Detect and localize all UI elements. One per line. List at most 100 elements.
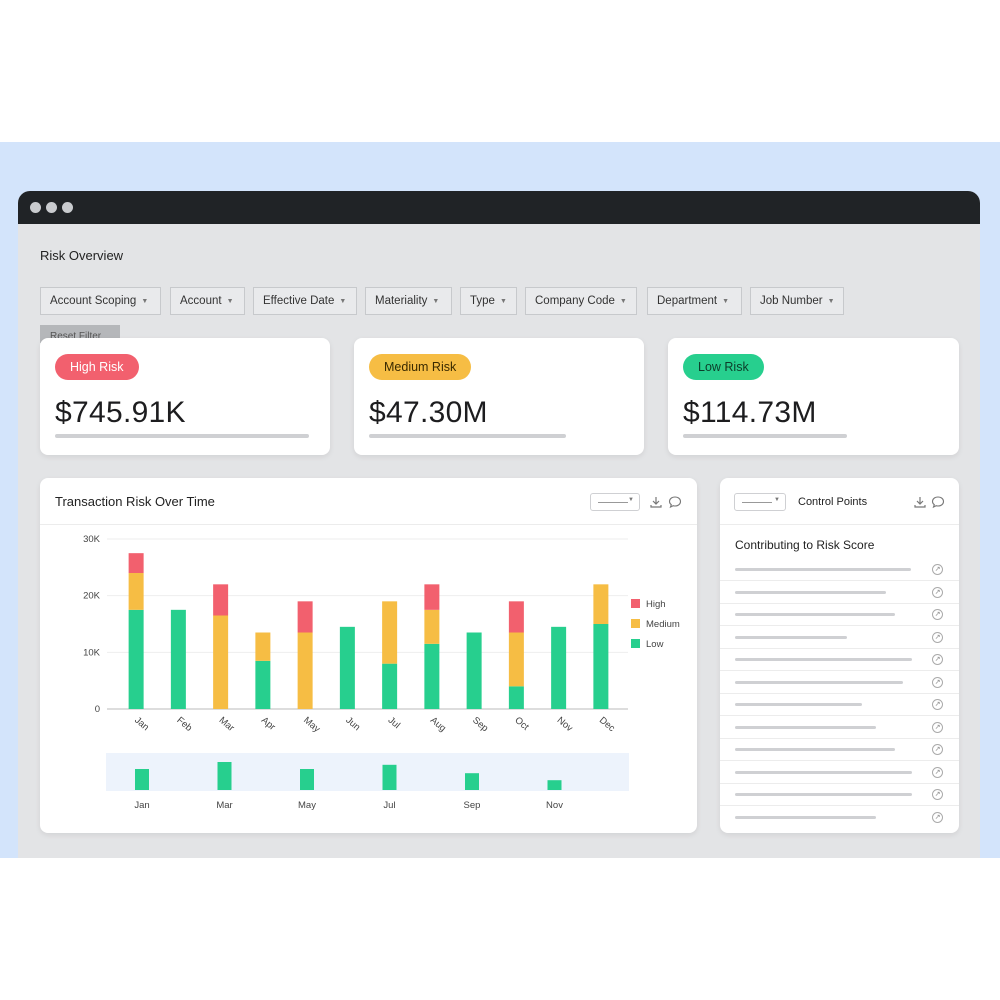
filter-1[interactable]: Account ▼ bbox=[170, 287, 245, 315]
open-link-icon[interactable]: ↗ bbox=[932, 699, 943, 710]
bar-medium-jul[interactable] bbox=[382, 601, 398, 664]
row-divider bbox=[720, 670, 959, 671]
open-link-icon[interactable]: ↗ bbox=[932, 721, 943, 733]
open-link-icon[interactable]: ↗ bbox=[932, 744, 943, 755]
x-tick-label: May bbox=[301, 715, 322, 735]
low-risk-value: $114.73M bbox=[683, 396, 817, 429]
legend-label-medium[interactable]: Medium bbox=[646, 619, 680, 630]
range-navigator[interactable] bbox=[106, 753, 629, 791]
filter-7[interactable]: Job Number ▼ bbox=[750, 287, 844, 315]
open-link-icon[interactable]: ↗ bbox=[932, 654, 943, 665]
open-link-icon[interactable]: ↗ bbox=[932, 766, 943, 778]
filter-label: Type bbox=[470, 295, 495, 307]
open-link-icon[interactable]: ↗ bbox=[932, 564, 943, 575]
x-tick-label: Jan bbox=[132, 715, 151, 733]
low-risk-bar bbox=[683, 434, 847, 438]
bar-low-nov[interactable] bbox=[551, 626, 567, 709]
bar-high-jan[interactable] bbox=[128, 553, 144, 573]
chevron-down-icon: ▼ bbox=[722, 298, 730, 305]
bar-medium-apr[interactable] bbox=[255, 632, 271, 661]
filter-4[interactable]: Type ▼ bbox=[460, 287, 517, 315]
filter-5[interactable]: Company Code ▼ bbox=[525, 287, 637, 315]
control-point-row[interactable] bbox=[735, 658, 912, 661]
x-tick-label: Apr bbox=[259, 715, 277, 733]
bar-medium-jan[interactable] bbox=[128, 573, 144, 610]
row-divider bbox=[720, 602, 959, 604]
navigator-bar-sep bbox=[465, 773, 479, 790]
control-points-subtitle: Contributing to Risk Score bbox=[735, 538, 875, 552]
open-link-icon[interactable]: ↗ bbox=[932, 789, 943, 800]
control-point-row[interactable] bbox=[735, 703, 862, 706]
control-points-select[interactable]: ▼ bbox=[734, 493, 786, 511]
comment-icon[interactable] bbox=[931, 495, 945, 509]
window-dot-minimize[interactable] bbox=[46, 202, 57, 213]
row-divider bbox=[720, 647, 959, 649]
chart-card-divider bbox=[40, 524, 697, 525]
filter-3[interactable]: Materiality ▼ bbox=[365, 287, 452, 315]
filter-label: Account Scoping bbox=[50, 295, 137, 307]
bar-low-jan[interactable] bbox=[128, 609, 144, 709]
download-icon[interactable] bbox=[649, 495, 663, 509]
bar-medium-mar[interactable] bbox=[213, 615, 229, 710]
kpi-card-high: High Risk $745.91K bbox=[40, 338, 330, 455]
control-point-row[interactable] bbox=[735, 748, 895, 751]
bar-medium-may[interactable] bbox=[297, 632, 313, 710]
bar-medium-oct[interactable] bbox=[508, 632, 524, 687]
filter-label: Company Code bbox=[535, 295, 615, 307]
app-window: Risk Overview Account Scoping ▼ Account ▼ Ef… bbox=[18, 191, 980, 858]
bar-low-feb[interactable] bbox=[170, 609, 186, 709]
bar-medium-dec[interactable] bbox=[593, 584, 609, 624]
filter-label: Effective Date bbox=[263, 295, 335, 307]
open-link-icon[interactable]: ↗ bbox=[932, 631, 943, 643]
high-risk-value: $745.91K bbox=[55, 396, 186, 429]
x-tick-label: Dec bbox=[597, 715, 617, 734]
window-dot-close[interactable] bbox=[30, 202, 41, 213]
legend-swatch-medium[interactable] bbox=[631, 619, 640, 628]
control-point-row[interactable] bbox=[735, 635, 847, 639]
y-tick-label: 30K bbox=[83, 534, 101, 545]
navigator-bar-mar bbox=[217, 762, 232, 790]
filter-0[interactable]: Account Scoping ▼ bbox=[40, 287, 161, 315]
bar-low-sep[interactable] bbox=[466, 632, 482, 710]
bar-medium-aug[interactable] bbox=[424, 609, 440, 644]
y-tick-label: 10K bbox=[83, 647, 101, 658]
open-link-icon[interactable]: ↗ bbox=[932, 609, 943, 620]
control-point-row[interactable] bbox=[735, 793, 912, 796]
bar-low-aug[interactable] bbox=[424, 643, 440, 709]
bar-high-may[interactable] bbox=[297, 601, 313, 633]
filter-2[interactable]: Effective Date ▼ bbox=[253, 287, 357, 315]
open-link-icon[interactable]: ↗ bbox=[932, 676, 943, 688]
control-point-row[interactable] bbox=[735, 725, 876, 729]
control-point-row[interactable] bbox=[735, 590, 886, 594]
legend-swatch-low[interactable] bbox=[631, 639, 640, 648]
open-link-icon[interactable]: ↗ bbox=[932, 586, 943, 598]
bar-high-oct[interactable] bbox=[508, 601, 524, 633]
open-link-icon[interactable]: ↗ bbox=[932, 811, 943, 823]
bar-low-dec[interactable] bbox=[593, 624, 609, 709]
control-point-row[interactable] bbox=[735, 568, 911, 571]
legend-swatch-high[interactable] bbox=[631, 599, 640, 608]
chart-period-select[interactable]: ▼ bbox=[590, 493, 640, 511]
bar-low-jul[interactable] bbox=[382, 663, 398, 709]
control-point-row[interactable] bbox=[735, 770, 912, 774]
row-divider bbox=[720, 737, 959, 739]
window-dot-maximize[interactable] bbox=[62, 202, 73, 213]
bar-high-aug[interactable] bbox=[424, 584, 440, 610]
filter-label: Materiality bbox=[375, 295, 428, 307]
bar-low-jun[interactable] bbox=[339, 626, 355, 709]
control-point-row[interactable] bbox=[735, 680, 903, 684]
legend-label-low[interactable]: Low bbox=[646, 639, 664, 650]
legend-label-high[interactable]: High bbox=[646, 599, 666, 610]
bar-low-apr[interactable] bbox=[255, 660, 271, 709]
navigator-label: Jul bbox=[383, 800, 395, 811]
medium-risk-value: $47.30M bbox=[369, 396, 488, 429]
comment-icon[interactable] bbox=[668, 495, 682, 509]
download-icon[interactable] bbox=[913, 495, 927, 509]
control-point-row[interactable] bbox=[735, 613, 895, 616]
bar-low-oct[interactable] bbox=[508, 686, 524, 709]
filter-6[interactable]: Department ▼ bbox=[647, 287, 742, 315]
filter-label: Account bbox=[180, 295, 222, 307]
row-divider bbox=[720, 580, 959, 581]
control-point-row[interactable] bbox=[735, 815, 876, 819]
bar-high-mar[interactable] bbox=[213, 584, 229, 616]
